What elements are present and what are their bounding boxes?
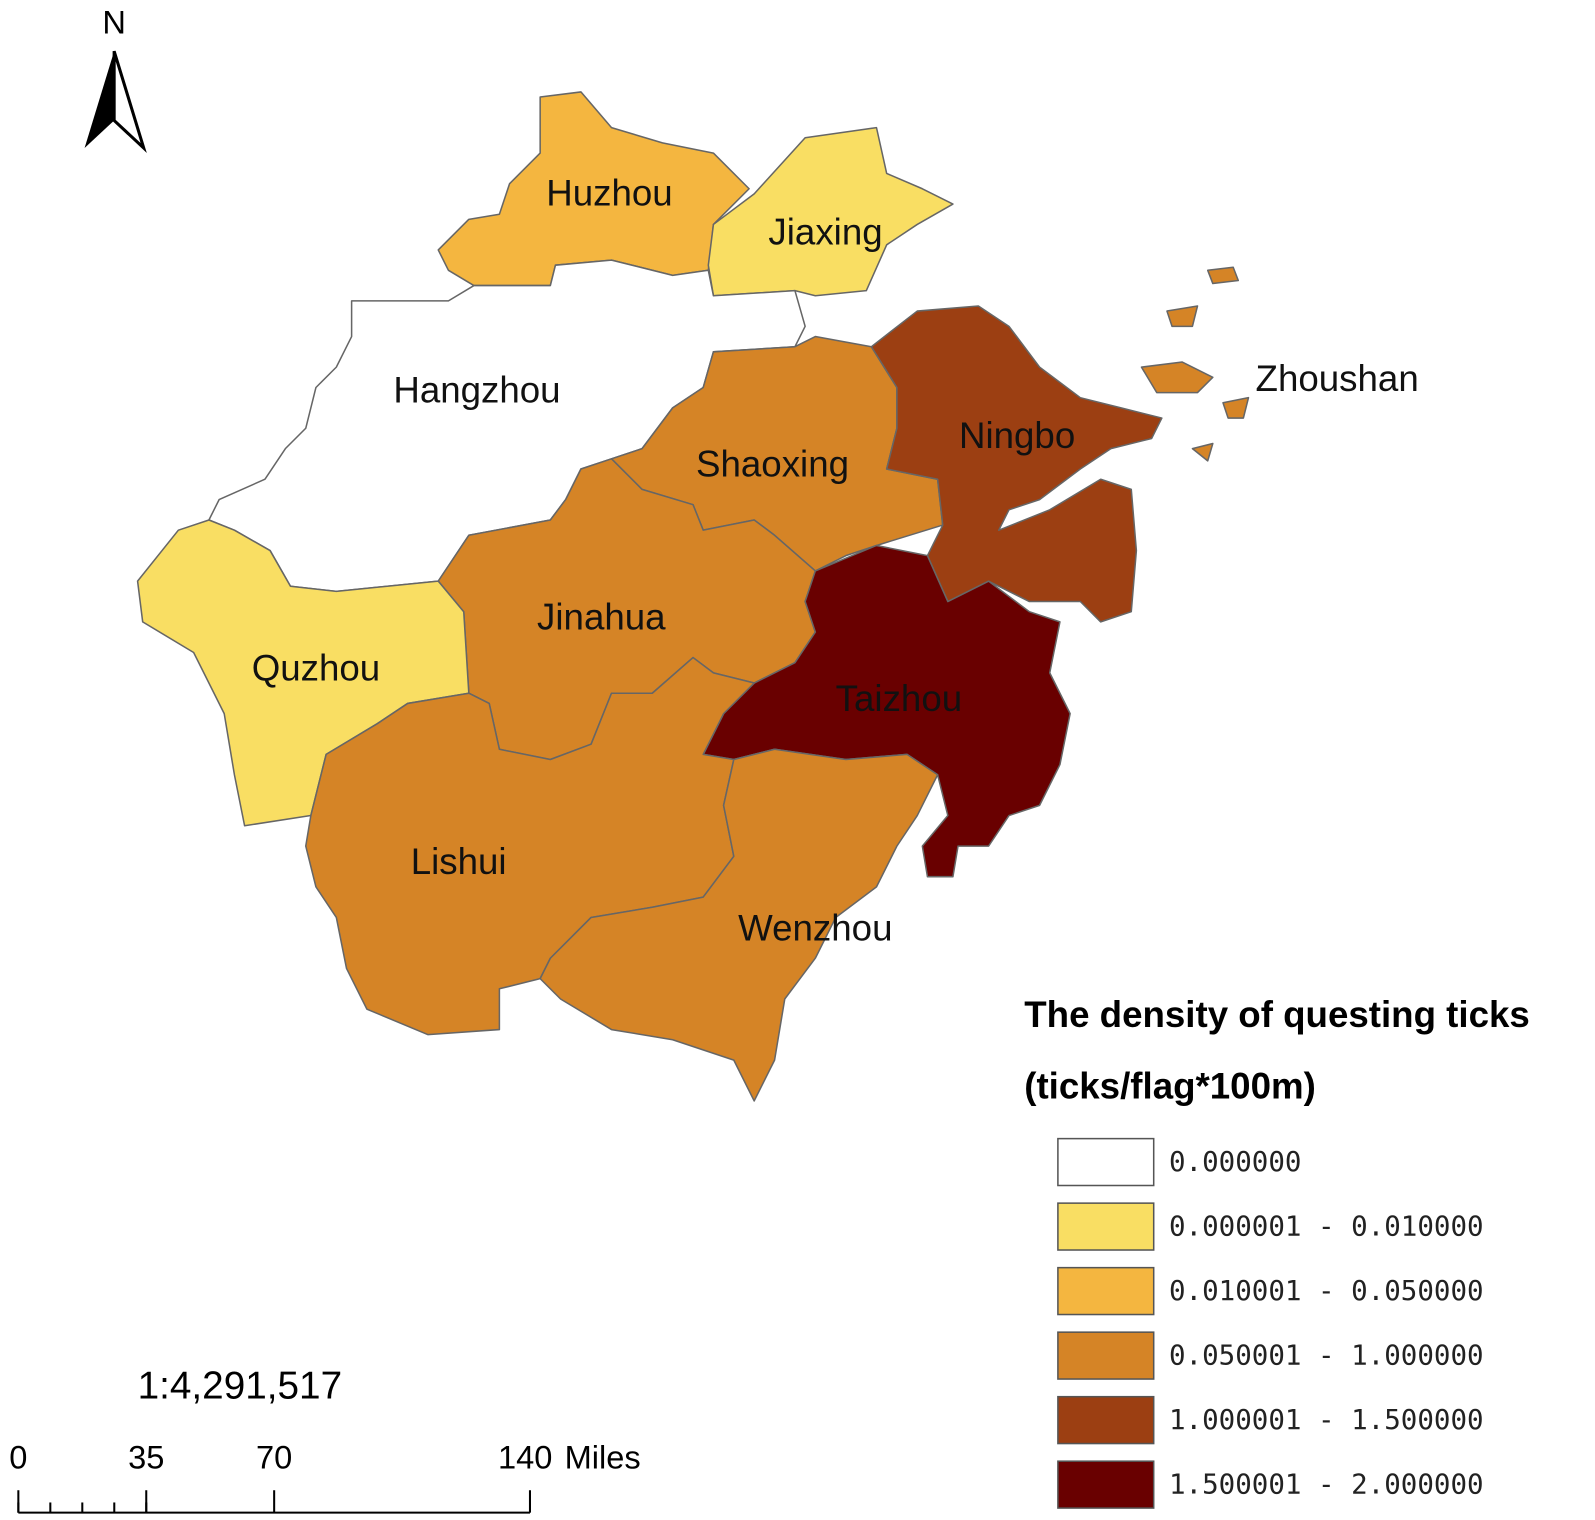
scale-ratio: 1:4,291,517	[138, 1365, 343, 1408]
legend-swatch	[1057, 1460, 1155, 1509]
region-shape	[539, 748, 939, 1102]
legend-label: 1.000001 - 1.500000	[1169, 1404, 1484, 1436]
region-shape	[870, 305, 1163, 623]
region-shape	[1222, 396, 1250, 419]
scale-tick-label: 35	[128, 1438, 164, 1475]
legend-swatch	[1057, 1331, 1155, 1380]
scale-tick-label: 70	[256, 1438, 292, 1475]
arrow-left	[84, 51, 115, 148]
region-label: Jiaxing	[768, 211, 882, 252]
scale-tick-label: 0	[9, 1438, 27, 1475]
north-arrow: N	[84, 3, 147, 153]
legend-swatch	[1057, 1266, 1155, 1316]
legend-swatch	[1057, 1202, 1155, 1251]
arrow-right	[112, 50, 147, 153]
region-shape	[1166, 305, 1199, 328]
legend-swatch	[1057, 1137, 1155, 1187]
legend-subtitle: (ticks/flag*100m)	[1024, 1065, 1316, 1106]
region-label: Lishui	[411, 841, 507, 882]
legend-title: The density of questing ticks	[1024, 994, 1530, 1035]
scale-tick-label: 140	[498, 1438, 552, 1475]
legend-label: 1.500001 - 2.000000	[1169, 1469, 1484, 1501]
region-shape	[1191, 442, 1214, 462]
region-label: Shaoxing	[696, 444, 849, 485]
region-label: Hangzhou	[393, 369, 560, 410]
region-label: Jinahua	[537, 597, 666, 638]
region-shape	[1206, 266, 1240, 285]
north-label: N	[102, 3, 126, 40]
scale-unit: Miles	[565, 1438, 641, 1475]
region-shape	[1140, 361, 1214, 394]
regions	[136, 91, 1250, 1102]
legend-label: 0.000001 - 0.010000	[1169, 1211, 1484, 1243]
region-label: Huzhou	[546, 173, 672, 214]
region-label: Wenzhou	[738, 907, 892, 948]
region-label: Taizhou	[836, 678, 962, 719]
region-label: Ningbo	[959, 415, 1075, 456]
legend-label: 0.000000	[1169, 1146, 1301, 1178]
legend-label: 0.050001 - 1.000000	[1169, 1340, 1484, 1372]
region-label: Quzhou	[252, 648, 381, 689]
region-label: Zhoushan	[1256, 358, 1419, 399]
legend-swatch	[1057, 1395, 1155, 1445]
legend-label: 0.010001 - 0.050000	[1169, 1275, 1484, 1307]
